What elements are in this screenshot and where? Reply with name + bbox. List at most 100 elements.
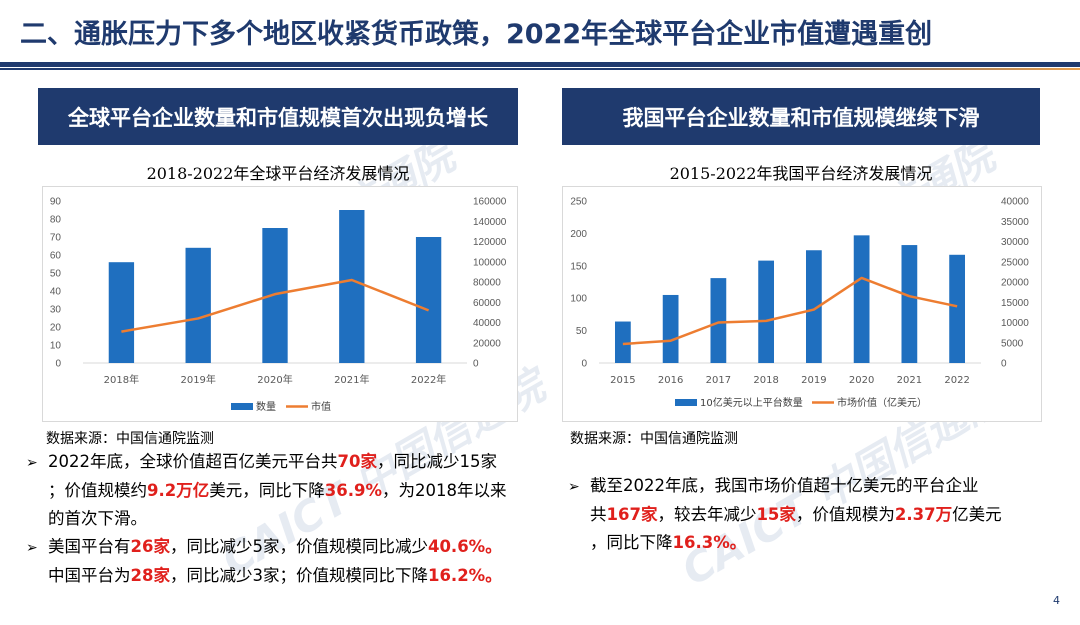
y-right-tick-label: 25000 xyxy=(1001,257,1029,268)
legend-swatch-bar xyxy=(231,403,253,410)
bullet-arrow-icon: ➢ xyxy=(26,540,38,556)
y-left-tick-label: 250 xyxy=(570,197,587,208)
bullet-text: ，同比减少3家；价值规模同比下降 xyxy=(169,566,428,585)
y-right-tick-label: 20000 xyxy=(473,338,501,349)
highlight-figure: 9.2万亿 xyxy=(147,481,210,500)
bar-10亿美元以上平台数量 xyxy=(901,245,918,363)
highlight-figure: 16.2%。 xyxy=(427,566,502,585)
bullet-text: 美国平台有 xyxy=(48,537,131,556)
bar-数量 xyxy=(415,237,442,363)
y-left-tick-label: 50 xyxy=(50,269,62,280)
bullet-text: ，价值规模为 xyxy=(795,505,895,524)
y-right-tick-label: 0 xyxy=(473,359,479,370)
y-right-tick-label: 30000 xyxy=(1001,237,1029,248)
x-tick-label: 2015 xyxy=(610,375,635,386)
highlight-figure: 15家 xyxy=(756,505,796,524)
bar-10亿美元以上平台数量 xyxy=(949,254,966,363)
right-chart: 0 50 100 150 200 250 0 5000 10000 15000 20000 25000… xyxy=(562,186,1042,422)
bullet-text: 截至2022年底，我国市场价值超十亿美元的平台企业 xyxy=(590,476,979,495)
x-tick-label: 2019 xyxy=(801,375,826,386)
highlight-figure: 36.9% xyxy=(324,481,382,500)
bullet-arrow-icon: ➢ xyxy=(26,455,38,471)
y-right-tick-label: 60000 xyxy=(473,298,501,309)
y-right-tick-label: 10000 xyxy=(1001,318,1029,329)
legend-label: 市值 xyxy=(311,400,331,413)
bullet-text: 中国平台为 xyxy=(48,566,131,585)
y-left-tick-label: 200 xyxy=(570,229,587,240)
bar-10亿美元以上平台数量 xyxy=(662,294,679,363)
y-left-tick-label: 100 xyxy=(570,294,587,305)
line-市场价值（亿美元） xyxy=(622,276,958,346)
y-right-tick-label: 140000 xyxy=(473,217,507,228)
bullet-line: ；价值规模约9.2万亿美元，同比下降36.9%，为2018年以来 xyxy=(26,477,506,505)
x-tick-label: 2020 xyxy=(849,375,874,386)
left-banner: 全球平台企业数量和市值规模首次出现负增长 xyxy=(38,88,518,145)
bullet-text: ，同比减少15家 xyxy=(376,452,497,471)
china-platform-chart: 0 50 100 150 200 250 0 5000 10000 15000 20000 25000… xyxy=(570,197,1029,410)
bullet-text: ；价值规模约 xyxy=(48,481,147,500)
left-bullets: ➢ 2022年底，全球价值超百亿美元平台共70家，同比减少15家 ；价值规模约9.2… xyxy=(26,448,506,590)
x-tick-label: 2021 xyxy=(897,375,922,386)
page-title: 二、通胀压力下多个地区收紧货币政策，2022年全球平台企业市值遭遇重创 xyxy=(20,19,933,50)
y-left-tick-label: 10 xyxy=(50,341,62,352)
y-left-tick-label: 40 xyxy=(50,287,62,298)
left-chart-title: 2018-2022年全球平台经济发展情况 xyxy=(146,164,410,183)
right-chart-title: 2015-2022年我国平台经济发展情况 xyxy=(669,164,933,183)
y-left-tick-label: 90 xyxy=(50,197,62,208)
y-right-tick-label: 15000 xyxy=(1001,298,1029,309)
highlight-figure: 70家 xyxy=(337,452,377,471)
page-number: 4 xyxy=(1053,594,1060,607)
y-left-tick-label: 60 xyxy=(50,251,62,262)
x-tick-label: 2018 xyxy=(753,375,778,386)
bullet-text: 2022年底，全球价值超百亿美元平台共 xyxy=(48,452,338,471)
y-right-tick-label: 100000 xyxy=(473,257,507,268)
x-tick-label: 2017 xyxy=(706,375,731,386)
y-right-tick-label: 35000 xyxy=(1001,217,1029,228)
highlight-figure: 40.6%。 xyxy=(427,537,502,556)
bar-10亿美元以上平台数量 xyxy=(710,278,727,363)
bar-10亿美元以上平台数量 xyxy=(805,250,822,363)
highlight-figure: 2.37万 xyxy=(894,505,953,524)
y-right-tick-label: 80000 xyxy=(473,278,501,289)
bullet-line: 共167家，较去年减少15家，价值规模为2.37万亿美元 xyxy=(568,501,1002,529)
y-right-tick-label: 40000 xyxy=(1001,197,1029,208)
bar-10亿美元以上平台数量 xyxy=(758,260,775,363)
highlight-figure: 26家 xyxy=(130,537,170,556)
y-right-tick-label: 160000 xyxy=(473,197,507,208)
right-banner: 我国平台企业数量和市值规模继续下滑 xyxy=(562,88,1040,145)
x-tick-label: 2020年 xyxy=(257,373,292,386)
bullet-line: ➢ 美国平台有26家，同比减少5家，价值规模同比减少40.6%。 xyxy=(26,533,506,562)
x-tick-label: 2016 xyxy=(658,375,683,386)
x-tick-label: 2022年 xyxy=(411,373,446,386)
left-source: 数据来源：中国信通院监测 xyxy=(46,431,214,447)
y-left-tick-label: 50 xyxy=(576,326,588,337)
right-bullets: ➢ 截至2022年底，我国市场价值超十亿美元的平台企业 共167家，较去年减少15家… xyxy=(568,472,1002,557)
bullet-text: ，较去年减少 xyxy=(657,505,757,524)
y-left-tick-label: 0 xyxy=(581,359,587,370)
global-platform-chart: 0 10 20 30 40 50 60 70 80 90 0 20000 40000 60000 80000… xyxy=(50,197,507,414)
left-chart: 0 10 20 30 40 50 60 70 80 90 0 20000 40000 60000 80000… xyxy=(42,186,518,422)
y-right-tick-label: 0 xyxy=(1001,359,1007,370)
bar-10亿美元以上平台数量 xyxy=(614,321,631,363)
bar-数量 xyxy=(185,247,211,363)
legend-label: 10亿美元以上平台数量 xyxy=(700,396,803,409)
y-left-tick-label: 150 xyxy=(570,261,587,272)
title-rule xyxy=(0,62,1080,67)
bullet-text: 的首次下滑。 xyxy=(48,509,147,528)
right-source: 数据来源：中国信通院监测 xyxy=(570,431,738,447)
x-tick-label: 2019年 xyxy=(180,373,215,386)
bullet-line: ➢ 2022年底，全球价值超百亿美元平台共70家，同比减少15家 xyxy=(26,448,506,477)
bullet-line: ➢ 截至2022年底，我国市场价值超十亿美元的平台企业 xyxy=(568,472,1002,501)
bar-数量 xyxy=(108,262,135,363)
bullet-line: 中国平台为28家，同比减少3家；价值规模同比下降16.2%。 xyxy=(26,562,506,590)
y-right-tick-label: 5000 xyxy=(1001,338,1024,349)
x-tick-label: 2022 xyxy=(944,375,969,386)
x-tick-label: 2021年 xyxy=(334,373,369,386)
bar-数量 xyxy=(339,210,365,363)
y-left-tick-label: 30 xyxy=(50,305,62,316)
bullet-text: 亿美元 xyxy=(952,505,1002,524)
y-left-tick-label: 80 xyxy=(50,215,62,226)
bullet-line: ，同比下降16.3%。 xyxy=(568,529,1002,557)
bar-数量 xyxy=(262,228,288,363)
x-tick-label: 2018年 xyxy=(104,373,139,386)
